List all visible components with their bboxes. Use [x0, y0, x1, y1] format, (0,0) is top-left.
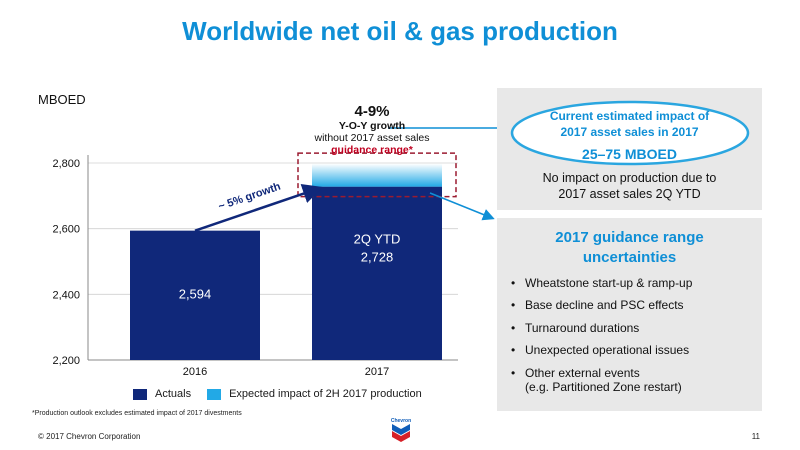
legend-swatch-expected [207, 388, 222, 400]
uncertainties-title: 2017 guidance range uncertainties [497, 228, 762, 267]
list-item-text: Other external events [525, 365, 640, 380]
uncertainties-list: Wheatstone start-up & ramp-up Base decli… [511, 276, 692, 402]
page-title: Worldwide net oil & gas production [182, 16, 618, 46]
uncertainties-title-line2: uncertainties [582, 248, 677, 266]
list-item-subtext: (e.g. Partitioned Zone restart) [525, 379, 682, 394]
legend-item-expected: Expected impact of 2H 2017 production [207, 388, 422, 400]
y-tick-label: 2,800 [52, 158, 80, 170]
y-axis-label: MBOED [38, 92, 86, 107]
y-tick-label: 2,400 [52, 289, 80, 301]
legend-label-expected: Expected impact of 2H 2017 production [229, 388, 422, 400]
data-label-2017: 2,728 [361, 250, 394, 265]
data-label-2016: 2,594 [179, 286, 212, 301]
logo-wordmark: Chevron [391, 418, 411, 424]
arrow-to-uncertainties-panel [429, 192, 495, 221]
legend-swatch-actuals [133, 388, 147, 400]
list-item: Wheatstone start-up & ramp-up [511, 276, 692, 291]
impact-ellipse-text: Current estimated impact of 2017 asset s… [512, 109, 747, 162]
list-item: Other external events (e.g. Partitioned … [511, 366, 692, 395]
uncertainties-title-line1: 2017 guidance range [555, 229, 704, 246]
impact-note-line1: No impact on production due to [542, 171, 717, 185]
bar-note-2017: 2Q YTD [354, 231, 401, 246]
uncertainties-panel: 2017 guidance range uncertainties Wheats… [497, 218, 762, 411]
legend-item-actuals: Actuals [133, 388, 191, 400]
footnote: *Production outlook excludes estimated i… [32, 410, 242, 417]
guidance-range-label: guidance range* [331, 144, 413, 157]
yoy-label: Y-O-Y growth [338, 120, 406, 133]
list-item: Unexpected operational issues [511, 343, 692, 358]
ellipse-line1: Current estimated impact of [549, 109, 710, 123]
without-asset-sales: without 2017 asset sales [314, 132, 430, 145]
bar-expected-2017 [312, 163, 442, 187]
chart-legend: Actuals Expected impact of 2H 2017 produ… [133, 388, 438, 400]
ellipse-line2: 2017 asset sales in 2017 [560, 124, 699, 139]
y-tick-label: 2,600 [52, 224, 80, 236]
chevron-logo: Chevron [391, 418, 411, 442]
x-tick-label: 2016 [183, 366, 207, 378]
guidance-callout: 4-9% Y-O-Y growth without 2017 asset sal… [282, 103, 462, 156]
ellipse-value: 25–75 MBOED [582, 146, 677, 163]
list-item: Turnaround durations [511, 321, 692, 336]
growth-arrow [194, 184, 323, 232]
list-item: Base decline and PSC effects [511, 298, 692, 313]
impact-ellipse [510, 100, 750, 166]
page-number: 11 [751, 432, 760, 441]
copyright: © 2017 Chevron Corporation [38, 432, 141, 441]
y-tick-label: 2,200 [52, 355, 80, 367]
impact-note: No impact on production due to 2017 asse… [497, 170, 762, 203]
impact-note-line2: 2017 asset sales 2Q YTD [558, 187, 701, 202]
legend-label-actuals: Actuals [155, 388, 192, 400]
guidance-range-box [297, 152, 457, 198]
growth-percent: 4-9% [354, 103, 390, 120]
bar-actuals-2016 [130, 230, 260, 360]
x-tick-label: 2017 [365, 366, 389, 378]
bar-actuals-2017 [312, 186, 442, 360]
